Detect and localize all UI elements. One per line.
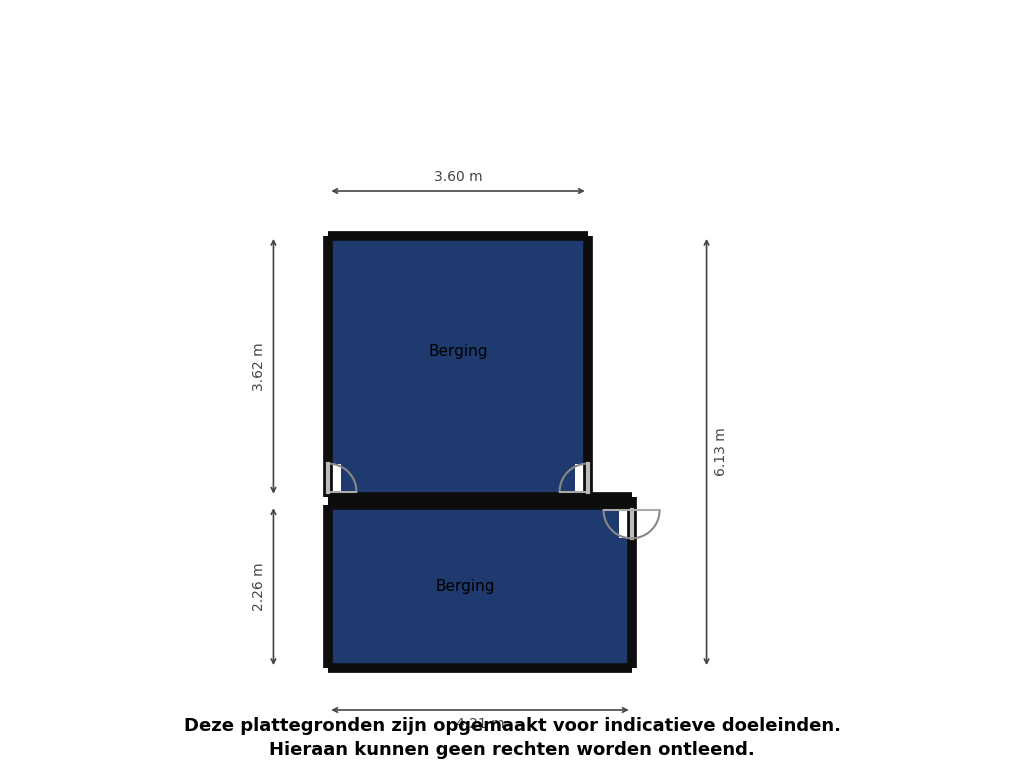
- Text: Berging: Berging: [428, 344, 487, 359]
- Text: Hieraan kunnen geen rechten worden ontleend.: Hieraan kunnen geen rechten worden ontle…: [269, 741, 755, 759]
- Bar: [329, 236, 588, 497]
- Text: 3.62 m: 3.62 m: [253, 342, 266, 391]
- Text: 2.26 m: 2.26 m: [253, 562, 266, 611]
- Text: 6.13 m: 6.13 m: [714, 428, 728, 476]
- Text: 3.60 m: 3.60 m: [434, 170, 482, 184]
- Text: 4.21 m: 4.21 m: [456, 717, 504, 731]
- Bar: [618, 510, 643, 538]
- Bar: [316, 464, 341, 492]
- Text: Berging: Berging: [435, 579, 495, 594]
- Bar: [574, 464, 600, 492]
- Bar: [329, 505, 632, 668]
- Text: Deze plattegronden zijn opgemaakt voor indicatieve doeleinden.: Deze plattegronden zijn opgemaakt voor i…: [183, 717, 841, 735]
